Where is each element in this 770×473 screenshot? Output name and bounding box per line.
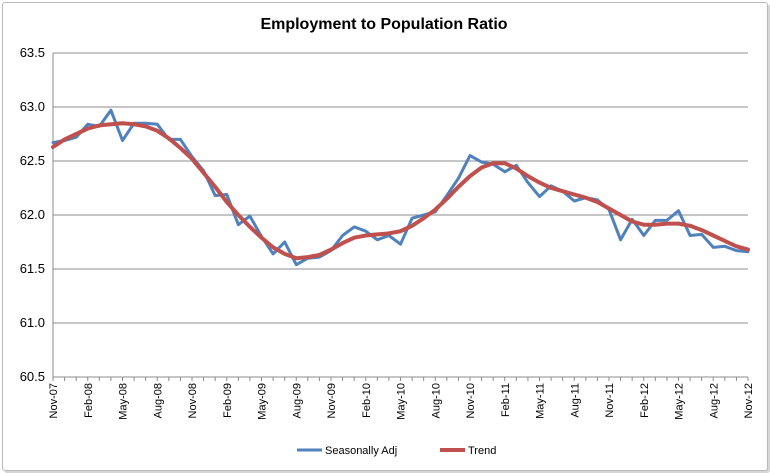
y-axis-tick-labels: 63.5 63.0 62.5 62.0 61.5 61.0 60.5: [20, 45, 45, 384]
x-tick-label: Feb-10: [361, 383, 373, 418]
axes: [52, 53, 749, 381]
gridlines: [53, 52, 748, 378]
x-axis-tick-labels: Nov-07 Feb-08 May-08 Aug-08 Nov-08 Feb-09 May-…: [48, 383, 755, 420]
y-tick-label: 62.0: [20, 207, 45, 222]
y-tick-label: 60.5: [20, 369, 45, 384]
series-line-trend: [51, 121, 750, 261]
legend: Seasonally Adj Trend: [297, 445, 496, 457]
x-tick-label: Aug-09: [291, 383, 303, 418]
x-tick-label: Nov-09: [326, 383, 338, 418]
x-tick-label: Nov-08: [187, 383, 199, 418]
x-tick-label: May-08: [118, 383, 130, 420]
x-tick-label: Aug-10: [430, 383, 442, 418]
legend-label: Trend: [468, 445, 496, 457]
series-lines: [51, 108, 750, 267]
x-tick-label: May-10: [396, 383, 408, 420]
x-tick-label: May-09: [257, 383, 269, 420]
y-tick-label: 61.5: [20, 261, 45, 276]
x-tick-label: Nov-07: [48, 383, 60, 418]
x-tick-label: Nov-12: [743, 383, 755, 418]
y-tick-label: 63.0: [20, 99, 45, 114]
x-tick-label: Feb-11: [500, 383, 512, 417]
x-tick-label: Aug-12: [708, 383, 720, 418]
y-tick-label: 61.0: [20, 315, 45, 330]
chart-title: Employment to Population Ratio: [260, 16, 507, 33]
x-tick-label: Nov-10: [465, 383, 477, 418]
x-tick-label: Aug-08: [152, 383, 164, 418]
x-tick-label: May-11: [535, 383, 547, 419]
x-tick-label: Feb-12: [639, 383, 651, 418]
x-tick-label: Feb-08: [83, 383, 95, 418]
x-tick-label: Aug-11: [569, 383, 581, 418]
x-tick-label: Nov-11: [604, 383, 616, 418]
y-tick-label: 62.5: [20, 153, 45, 168]
x-tick-label: May-12: [674, 383, 686, 420]
legend-label: Seasonally Adj: [325, 445, 397, 457]
y-tick-label: 63.5: [20, 45, 45, 60]
series-line-seasonally-adj: [51, 108, 750, 267]
x-tick-label: Feb-09: [222, 383, 234, 418]
